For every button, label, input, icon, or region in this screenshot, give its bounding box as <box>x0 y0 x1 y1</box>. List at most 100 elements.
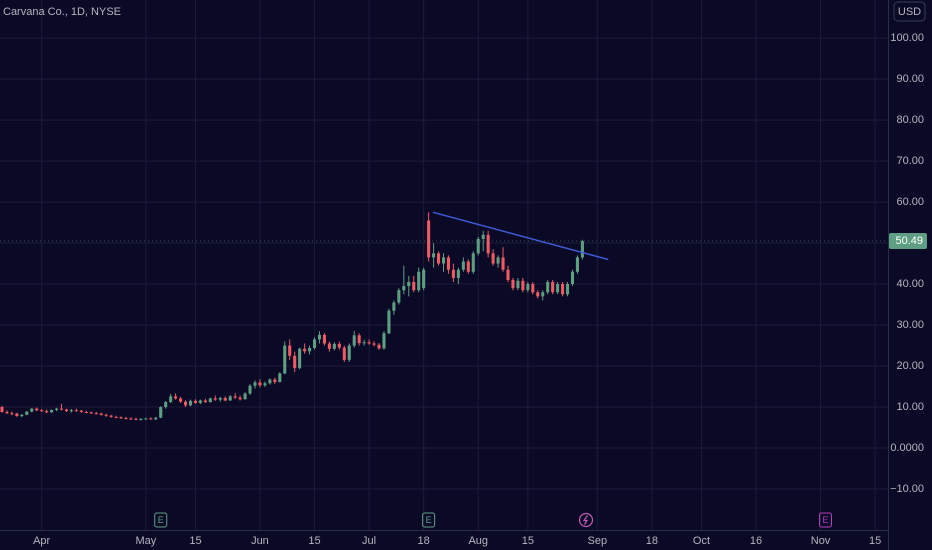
x-tick-label: Aug <box>468 535 488 547</box>
x-tick-label: Nov <box>811 535 831 547</box>
event-marker <box>154 512 168 528</box>
candle-body <box>283 345 287 374</box>
candle-body <box>491 253 495 264</box>
candle-body <box>476 238 480 254</box>
candle-body <box>526 284 530 291</box>
candle-body <box>164 402 168 408</box>
candle-body <box>223 398 227 401</box>
last-price-label: 50.49 <box>895 235 923 247</box>
y-tick-label: −10.00 <box>890 483 924 495</box>
candle-body <box>50 409 54 413</box>
candle-body <box>218 398 222 400</box>
candle-body <box>481 234 485 239</box>
candle-body <box>407 282 411 287</box>
candle-body <box>486 234 490 254</box>
last-price-tag <box>889 233 927 250</box>
candle-body <box>303 348 307 352</box>
x-tick-label: Oct <box>693 535 710 547</box>
candle-body <box>561 284 565 295</box>
candle-body <box>417 271 421 291</box>
candle-body <box>149 418 153 420</box>
candle-body <box>124 418 128 420</box>
candle-body <box>79 410 83 412</box>
x-tick-label: 15 <box>308 535 320 547</box>
candle-body <box>298 348 302 369</box>
x-tick-label: 15 <box>189 535 201 547</box>
candle-body <box>511 279 515 289</box>
candle-body <box>541 292 545 297</box>
candle-body <box>427 220 431 258</box>
candle-body <box>40 410 44 412</box>
candle-body <box>551 282 555 293</box>
x-tick-label: 18 <box>646 535 658 547</box>
candle-body <box>25 411 29 415</box>
candle-body <box>456 269 460 278</box>
candle-body <box>45 411 49 413</box>
candle-body <box>565 284 570 295</box>
event-marker <box>818 512 832 528</box>
x-tick-label: 18 <box>418 535 430 547</box>
candle-body <box>179 398 183 402</box>
candle-body <box>377 344 381 349</box>
candle-body <box>263 383 267 386</box>
y-tick-label: 100.00 <box>890 32 924 44</box>
candle-body <box>506 269 510 280</box>
candle-body <box>516 280 520 289</box>
candle-body <box>15 413 19 417</box>
candle-body <box>322 334 326 344</box>
y-tick-label: 20.00 <box>896 360 924 372</box>
candle-body <box>139 418 143 420</box>
candle-body <box>496 257 500 264</box>
event-label: E <box>822 515 828 525</box>
y-tick-label: 40.00 <box>896 278 924 290</box>
x-tick-label: 15 <box>522 535 534 547</box>
candle-body <box>466 261 470 272</box>
candle-body <box>461 261 465 270</box>
candle-body <box>238 397 242 400</box>
trendline <box>432 211 609 261</box>
candle-body <box>412 282 416 291</box>
candle-body <box>228 396 232 401</box>
candle-body <box>253 382 257 386</box>
candle-body <box>531 284 535 293</box>
x-tick-label: May <box>135 535 156 547</box>
y-tick-label: 60.00 <box>896 196 924 208</box>
candle-body <box>114 416 118 418</box>
candle-body <box>233 396 237 398</box>
candle-body <box>109 415 113 417</box>
x-tick-label: Jul <box>362 535 376 547</box>
candle-body <box>99 413 103 415</box>
candle-body <box>352 335 356 346</box>
candle-body <box>317 334 322 340</box>
candle-body <box>69 410 73 412</box>
candle-body <box>451 269 455 278</box>
candle-body <box>312 339 317 349</box>
y-tick-label: 0.0000 <box>890 442 924 454</box>
candle-body <box>278 373 282 383</box>
candle-body <box>59 408 64 410</box>
candle-body <box>64 409 69 412</box>
currency-button[interactable] <box>893 1 926 22</box>
candle-body <box>580 241 584 258</box>
candle-body <box>10 413 14 415</box>
candle-body <box>213 398 217 400</box>
candle-body <box>332 343 336 349</box>
y-tick-label: 70.00 <box>896 155 924 167</box>
candle-body <box>0 407 4 412</box>
candle-body <box>397 290 401 303</box>
y-tick-label: 80.00 <box>896 114 924 126</box>
candle-body <box>521 280 525 291</box>
candle-body <box>35 408 39 411</box>
candle-body <box>293 355 297 369</box>
candle-body <box>159 407 163 418</box>
candle-body <box>556 284 560 293</box>
dividend-icon <box>578 512 594 528</box>
candle-body <box>471 253 475 272</box>
candle-body <box>422 269 426 289</box>
candle-body <box>30 408 34 412</box>
candle-body <box>437 253 441 264</box>
candle-body <box>357 335 361 344</box>
candle-body <box>382 333 386 349</box>
candle-body <box>536 292 540 297</box>
